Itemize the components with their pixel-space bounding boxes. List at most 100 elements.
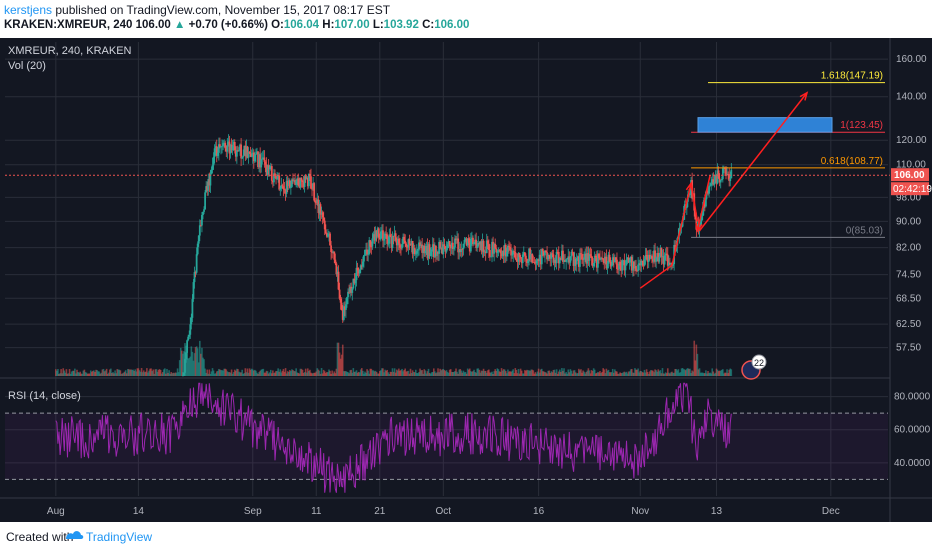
- tradingview-brand-link[interactable]: TradingView: [86, 530, 153, 544]
- volume-bar: [564, 373, 566, 376]
- wave-line-1[interactable]: [639, 264, 673, 289]
- event-badge[interactable]: 22: [741, 354, 767, 380]
- volume-bar: [250, 368, 253, 376]
- candle-body: [212, 157, 215, 166]
- volume-bar: [645, 369, 648, 376]
- volume-bar: [444, 371, 447, 376]
- volume-bar: [225, 369, 228, 376]
- candle-body: [229, 144, 232, 154]
- volume-bar: [262, 368, 265, 376]
- candle-body: [460, 248, 463, 252]
- candle-body: [307, 174, 310, 187]
- volume-bar: [73, 370, 75, 376]
- volume-bar: [524, 370, 526, 376]
- open-label: O:: [271, 19, 284, 31]
- candle-body: [437, 251, 439, 254]
- volume-bar: [687, 368, 689, 376]
- candle-body: [354, 280, 357, 284]
- volume-bar: [403, 369, 405, 376]
- volume-bar: [396, 370, 399, 376]
- volume-bar: [264, 372, 267, 376]
- author-link[interactable]: kerstjens: [4, 3, 53, 17]
- volume-bar: [684, 370, 687, 376]
- volume-bar: [705, 370, 707, 376]
- candle-body: [372, 234, 375, 239]
- volume-bar: [302, 372, 305, 376]
- volume-bar: [460, 370, 463, 376]
- volume-bar: [483, 370, 486, 376]
- candle-body: [621, 260, 624, 271]
- volume-bar: [363, 373, 365, 376]
- volume-bar: [174, 372, 177, 376]
- wave-arrow-down[interactable]: [696, 175, 711, 232]
- candle-body: [624, 265, 627, 271]
- candle-body: [442, 244, 445, 255]
- volume-bar: [189, 356, 192, 376]
- volume-bar: [155, 369, 158, 376]
- volume-bar: [83, 369, 86, 376]
- volume-bar: [491, 371, 493, 376]
- candle-body: [543, 251, 545, 256]
- candle-body: [527, 260, 529, 264]
- volume-bar: [59, 373, 61, 376]
- wave-arrow-up[interactable]: [671, 183, 692, 266]
- tradingview-logo-icon[interactable]: [64, 528, 84, 542]
- candle-body: [537, 259, 540, 262]
- candle-body: [266, 165, 269, 175]
- volume-bar: [690, 373, 692, 376]
- candle-body: [324, 229, 327, 234]
- wave-arrow-down-head[interactable]: [695, 222, 703, 233]
- wave-line-2[interactable]: [690, 183, 699, 222]
- wave-arrow-target[interactable]: [698, 92, 808, 232]
- volume-bar: [371, 370, 374, 376]
- chart-canvas[interactable]: 1.618(147.19) 1(123.45) 0.618(108.77) 0(85.…: [0, 38, 932, 522]
- volume-bar: [105, 368, 108, 376]
- volume-bar: [445, 370, 448, 376]
- candle-body: [663, 255, 666, 265]
- candle-body: [340, 302, 343, 310]
- candle-body: [665, 253, 668, 255]
- candle-body: [483, 251, 486, 253]
- volume-bar: [543, 371, 545, 376]
- candle-body: [597, 253, 599, 268]
- candle-body: [639, 263, 642, 266]
- candle-body: [487, 243, 490, 251]
- candle-body: [217, 144, 220, 153]
- target-box[interactable]: [697, 117, 833, 133]
- candle-body: [351, 288, 354, 293]
- volume-bar: [674, 368, 676, 376]
- candle-body: [607, 254, 610, 264]
- candle-body: [414, 253, 417, 255]
- volume-bar: [488, 369, 490, 376]
- candle-body: [228, 141, 231, 154]
- candle-body: [509, 246, 511, 251]
- volume-bar: [214, 373, 217, 376]
- candle-body: [252, 152, 255, 162]
- volume-bar: [707, 371, 709, 376]
- candle-body: [439, 241, 442, 249]
- candle-body: [481, 240, 484, 252]
- candle-body: [358, 269, 361, 274]
- candle-body: [586, 253, 589, 264]
- candle-body: [331, 252, 334, 253]
- wave-arrow-target-head[interactable]: [799, 91, 809, 101]
- candle-body: [279, 188, 282, 190]
- volume-bar: [240, 372, 242, 376]
- candle-body: [606, 263, 609, 269]
- volume-bar: [429, 373, 432, 376]
- candle-body: [237, 150, 239, 152]
- candle-body: [335, 263, 338, 275]
- candle-body: [428, 244, 431, 256]
- candle-body: [355, 267, 358, 281]
- candle-body: [405, 243, 408, 247]
- drawings[interactable]: [5, 91, 890, 289]
- candle-body: [406, 246, 409, 248]
- candle-body: [730, 169, 733, 179]
- candle-body: [469, 239, 472, 252]
- candle-body: [722, 168, 725, 170]
- volume-bar: [588, 370, 591, 376]
- candle-body: [385, 233, 388, 235]
- volume-bar: [218, 368, 220, 376]
- candle-body: [456, 238, 458, 241]
- volume-bar: [330, 373, 332, 376]
